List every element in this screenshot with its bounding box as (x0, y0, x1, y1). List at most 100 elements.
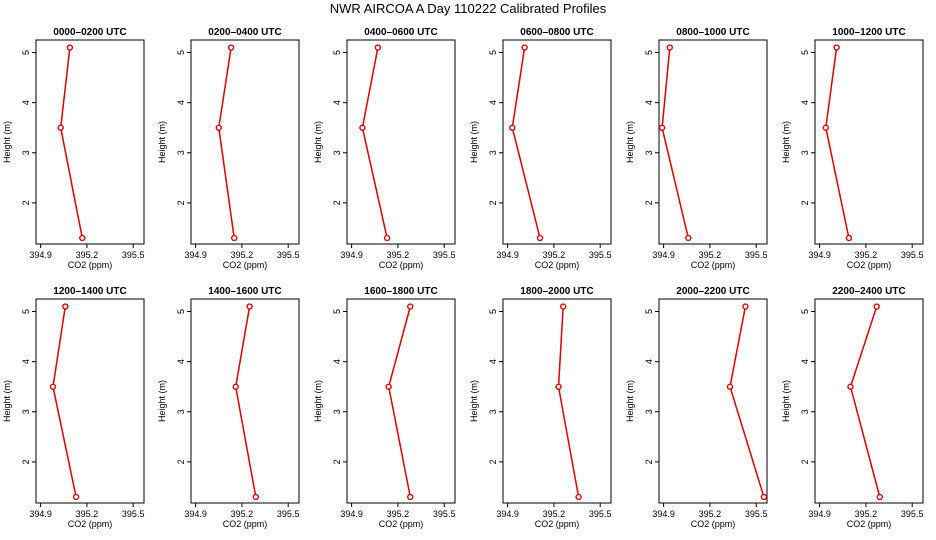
x-tick-label: 394.9 (29, 509, 52, 519)
y-tick-label: 4 (488, 359, 498, 364)
data-point (62, 303, 69, 310)
y-axis-label: Height (m) (313, 380, 323, 422)
x-axis-label: CO2 (ppm) (68, 519, 113, 529)
data-point (232, 383, 239, 390)
y-tick-label: 5 (332, 50, 342, 55)
x-tick-label: 394.9 (184, 250, 207, 260)
y-tick-label: 3 (332, 409, 342, 414)
y-tick-label: 2 (21, 200, 31, 205)
x-tick-label: 394.9 (652, 250, 675, 260)
y-tick-label: 5 (21, 309, 31, 314)
x-axis-label: CO2 (ppm) (68, 260, 113, 270)
profile-line (52, 306, 77, 498)
panels-grid: 0000–0200 UTC 394.9 395.2 395.5 2 3 4 5 CO2 (ppm… (2, 27, 924, 529)
y-tick-label: 5 (644, 50, 654, 55)
data-point (559, 303, 567, 310)
x-tick-label: 394.9 (184, 509, 207, 519)
x-axis-label: CO2 (ppm) (379, 260, 424, 270)
y-tick-label: 5 (21, 50, 31, 55)
profile-line (59, 47, 84, 239)
x-tick-label: 395.5 (901, 509, 924, 519)
x-tick-label: 394.9 (496, 509, 519, 519)
plot-frame (658, 39, 768, 245)
profile-line (557, 306, 580, 498)
y-tick-label: 2 (800, 200, 810, 205)
data-point (685, 234, 692, 242)
data-point (230, 234, 238, 242)
x-tick-label: 394.9 (808, 250, 831, 260)
y-tick-label: 5 (488, 50, 498, 55)
x-tick-label: 395.2 (231, 250, 254, 260)
x-tick-label: 395.5 (745, 250, 768, 260)
y-tick-label: 3 (644, 409, 654, 414)
panel-title: 1800–2000 UTC (520, 286, 593, 297)
panel-7: 1200–1400 UTC 394.9 395.2 395.5 2 3 4 5 CO2 (ppm… (2, 286, 145, 529)
panel-3: 0400–0600 UTC 394.9 395.2 395.5 2 3 4 5 CO2 (ppm… (313, 27, 456, 270)
data-point (49, 383, 57, 390)
data-point (246, 303, 253, 310)
x-tick-label: 395.5 (122, 509, 145, 519)
plot-frame (35, 39, 145, 245)
y-tick-label: 4 (488, 100, 498, 105)
data-point (509, 124, 516, 131)
profile-line (234, 306, 257, 498)
x-tick-label: 395.2 (231, 509, 254, 519)
x-tick-label: 395.2 (543, 509, 566, 519)
x-axis-label: CO2 (ppm) (379, 519, 424, 529)
panel-title: 0800–1000 UTC (676, 27, 749, 38)
panel-title: 1600–1800 UTC (364, 286, 437, 297)
x-tick-label: 395.2 (699, 509, 722, 519)
data-point (215, 124, 222, 131)
y-axis-label: Height (m) (2, 121, 12, 163)
y-tick-label: 2 (176, 459, 186, 464)
figure-title: NWR AIRCOA A Day 110222 Calibrated Profi… (330, 1, 607, 16)
y-tick-label: 3 (176, 409, 186, 414)
x-tick-label: 395.5 (277, 250, 300, 260)
panel-4: 0600–0800 UTC 394.9 395.2 395.5 2 3 4 5 CO2 (ppm… (469, 27, 612, 270)
y-tick-label: 5 (644, 309, 654, 314)
data-point (555, 383, 562, 390)
panel-title: 1000–1200 UTC (832, 27, 905, 38)
y-tick-label: 4 (176, 359, 186, 364)
data-point (536, 234, 544, 242)
panel-8: 1400–1600 UTC 394.9 395.2 395.5 2 3 4 5 CO2 (ppm… (157, 286, 300, 529)
y-tick-label: 3 (488, 409, 498, 414)
plot-frame (502, 298, 612, 504)
y-axis-label: Height (m) (625, 121, 635, 163)
x-axis-label: CO2 (ppm) (535, 260, 580, 270)
y-axis-label: Height (m) (157, 380, 167, 422)
data-point (760, 493, 768, 501)
data-point (407, 493, 414, 501)
panel-1: 0000–0200 UTC 394.9 395.2 395.5 2 3 4 5 CO2 (ppm… (2, 27, 145, 270)
y-tick-label: 2 (21, 459, 31, 464)
y-tick-label: 3 (644, 150, 654, 155)
profile-line (729, 306, 765, 498)
data-point (742, 303, 749, 310)
y-tick-label: 4 (176, 100, 186, 105)
x-tick-label: 395.5 (433, 250, 456, 260)
x-tick-label: 394.9 (496, 250, 519, 260)
data-point (658, 124, 666, 131)
y-tick-label: 4 (332, 359, 342, 364)
y-tick-label: 4 (644, 359, 654, 364)
data-point (876, 493, 883, 501)
y-tick-label: 4 (800, 359, 810, 364)
y-tick-label: 5 (800, 309, 810, 314)
y-axis-label: Height (m) (157, 121, 167, 163)
panel-2: 0200–0400 UTC 394.9 395.2 395.5 2 3 4 5 CO2 (ppm… (157, 27, 300, 270)
x-tick-label: 395.2 (387, 250, 410, 260)
panel-title: 0400–0600 UTC (364, 27, 437, 38)
y-tick-label: 3 (800, 409, 810, 414)
x-tick-label: 395.5 (589, 509, 612, 519)
x-tick-label: 395.2 (855, 250, 878, 260)
y-tick-label: 3 (488, 150, 498, 155)
x-axis-label: CO2 (ppm) (847, 519, 892, 529)
x-tick-label: 395.5 (122, 250, 145, 260)
panel-title: 1400–1600 UTC (208, 286, 281, 297)
y-axis-label: Height (m) (313, 121, 323, 163)
data-point (833, 44, 840, 51)
x-tick-label: 395.5 (589, 250, 612, 260)
y-tick-label: 4 (21, 359, 31, 364)
x-tick-label: 394.9 (340, 250, 363, 260)
